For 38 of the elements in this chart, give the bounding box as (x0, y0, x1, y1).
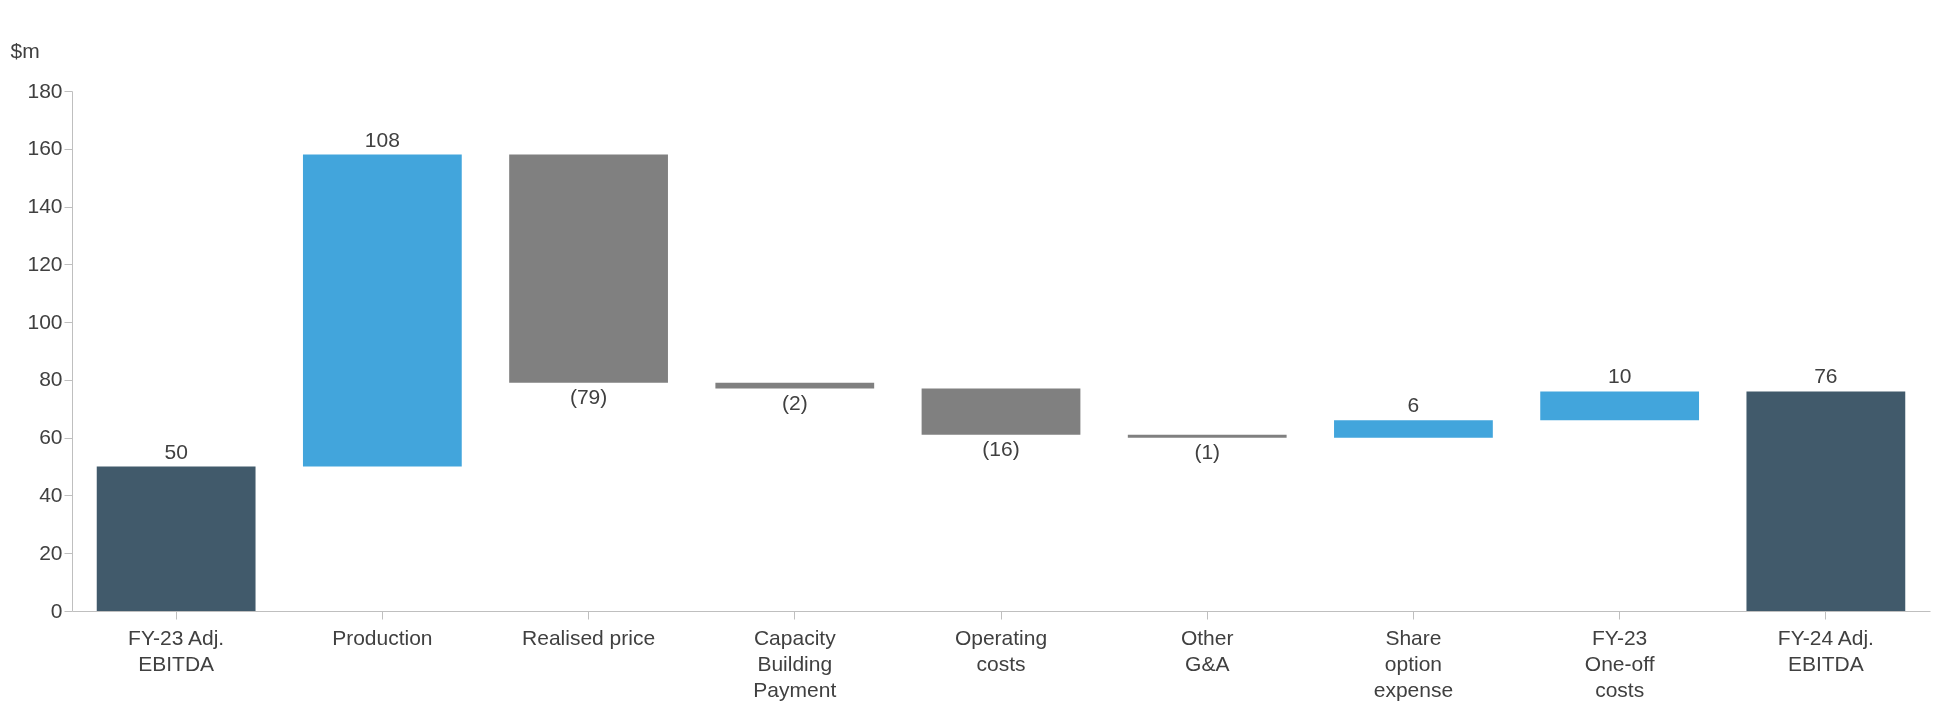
y-tick-label: 80 (39, 367, 63, 391)
x-tick-label: FY-23 One-off costs (1584, 625, 1655, 701)
x-tick-label: FY-23 Adj. EBITDA (128, 625, 225, 675)
x-tick-label: Share option expense (1373, 625, 1454, 701)
y-tick-label: 160 (27, 136, 63, 160)
y-tick-label: 120 (27, 251, 63, 275)
data-label: 50 (164, 439, 188, 463)
x-tick-label: Operating costs (954, 625, 1048, 675)
y-axis-title: $m (10, 38, 40, 62)
y-tick-label: 140 (27, 194, 63, 218)
bar (96, 466, 256, 611)
bar (1540, 391, 1700, 421)
y-tick-label: 60 (39, 425, 63, 449)
bar (509, 154, 668, 383)
bar (302, 154, 462, 467)
bar (1127, 434, 1287, 438)
x-tick-label: FY-24 Adj. EBITDA (1777, 625, 1874, 675)
bar (715, 382, 875, 389)
x-tick-label: Realised price (522, 625, 656, 649)
x-tick-label: Capacity Building Payment (753, 625, 837, 701)
y-tick-label: 40 (39, 482, 63, 506)
data-label: 108 (364, 127, 400, 151)
x-tick-label: Other G&A (1180, 625, 1234, 675)
data-label: (1) (1194, 439, 1221, 463)
data-label: (16) (982, 436, 1020, 460)
bar (921, 388, 1081, 435)
data-label: (79) (569, 384, 608, 408)
data-label: 6 (1407, 393, 1420, 417)
data-label: 10 (1607, 364, 1632, 388)
x-tick-label: Production (332, 625, 433, 649)
y-tick-label: 0 (50, 598, 63, 622)
y-tick-label: 20 (39, 540, 63, 564)
data-label: 76 (1814, 364, 1838, 388)
y-tick-label: 100 (27, 309, 63, 333)
data-label: (2) (781, 390, 808, 414)
y-tick-label: 180 (27, 78, 63, 102)
bar (1334, 420, 1493, 438)
bar (1746, 391, 1906, 611)
